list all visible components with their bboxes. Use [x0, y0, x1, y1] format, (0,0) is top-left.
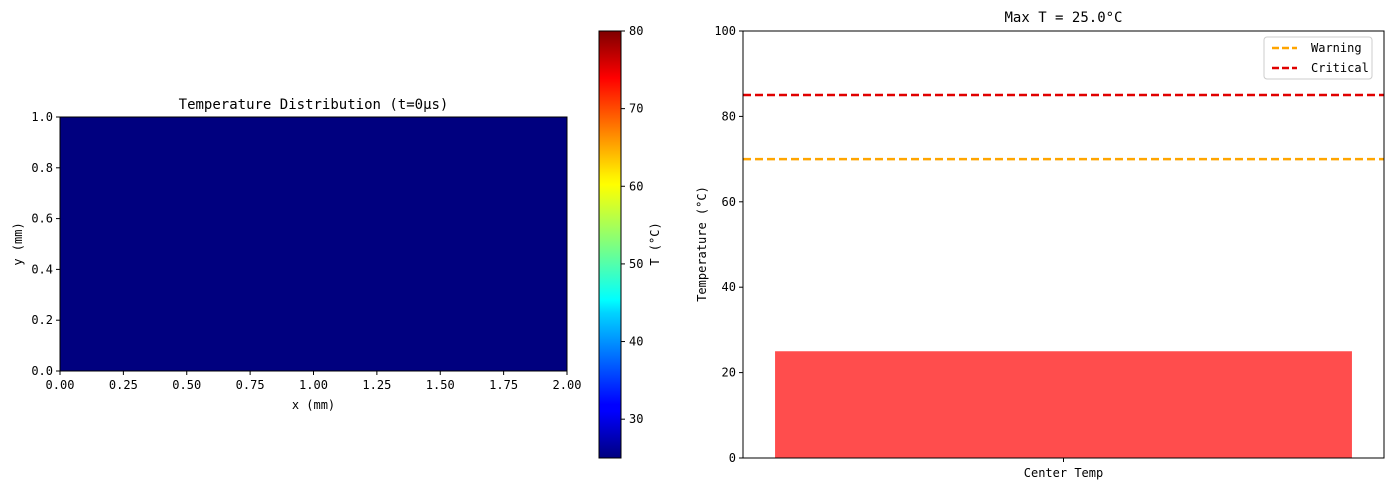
colorbar-ticks: 30 40 50 60 70 80 [621, 24, 643, 426]
heatmap-title: Temperature Distribution (t=0μs) [179, 97, 449, 113]
colorbar-tick-label: 60 [629, 179, 643, 193]
colorbar-tick-label: 70 [629, 102, 643, 116]
heatmap-x-tick-label: 1.50 [426, 378, 455, 392]
colorbar-label: T (°C) [648, 222, 662, 265]
legend-frame [1263, 36, 1373, 80]
heatmap-y-ticks: 0.0 0.2 0.4 0.6 0.8 1.0 [31, 110, 60, 378]
heatmap-x-tick-label: 2.00 [553, 378, 582, 392]
bar-y-tick-label: 60 [722, 195, 736, 209]
heatmap-x-axis-label: x (mm) [292, 398, 335, 412]
heatmap-x-tick-label: 0.00 [46, 378, 75, 392]
bar-y-tick-label: 80 [722, 109, 736, 123]
heatmap-panel: Temperature Distribution (t=0μs) 0.00 0.2… [11, 97, 581, 412]
legend-critical-label: Critical [1311, 61, 1369, 75]
bar-y-tick-label: 40 [722, 280, 736, 294]
bar-x-tick-label: Center Temp [1024, 466, 1103, 480]
colorbar-tick-label: 80 [629, 24, 643, 38]
bar-y-tick-label: 0 [729, 451, 736, 465]
bar-y-ticks: 0 20 40 60 80 100 [714, 24, 743, 465]
bar-marks [743, 93, 1384, 458]
heatmap-y-tick-label: 0.6 [31, 212, 53, 226]
bar-y-tick-label: 100 [714, 24, 736, 38]
legend-warning-label: Warning [1311, 41, 1362, 55]
heatmap-x-ticks: 0.00 0.25 0.50 0.75 1.00 1.25 1.50 1.75 2.00 [46, 371, 582, 392]
heatmap-x-tick-label: 1.25 [362, 378, 391, 392]
colorbar-gradient [598, 30, 622, 459]
heatmap-x-tick-label: 0.75 [236, 378, 265, 392]
colorbar: 30 40 50 60 70 80 T (°C) [598, 24, 662, 459]
colorbar-tick-label: 50 [629, 257, 643, 271]
heatmap-x-tick-label: 0.25 [109, 378, 138, 392]
heatmap-x-tick-label: 0.50 [172, 378, 201, 392]
bar-title: Max T = 25.0°C [1004, 10, 1122, 26]
heatmap-x-tick-label: 1.00 [299, 378, 328, 392]
heatmap-y-tick-label: 0.2 [31, 313, 53, 327]
heatmap-y-tick-label: 0.8 [31, 161, 53, 175]
heatmap-y-axis-label: y (mm) [11, 222, 25, 265]
heatmap-field [59, 116, 568, 372]
legend: Warning Critical [1263, 36, 1373, 80]
bar-x-ticks: Center Temp [1024, 458, 1103, 480]
heatmap-y-tick-label: 1.0 [31, 110, 53, 124]
colorbar-tick-label: 40 [629, 335, 643, 349]
colorbar-tick-label: 30 [629, 412, 643, 426]
bar-center-temp [775, 351, 1352, 458]
heatmap-y-tick-label: 0.0 [31, 364, 53, 378]
bar-y-axis-label: Temperature (°C) [695, 186, 709, 302]
heatmap-y-tick-label: 0.4 [31, 262, 53, 276]
bar-y-tick-label: 20 [722, 366, 736, 380]
heatmap-x-tick-label: 1.75 [489, 378, 518, 392]
